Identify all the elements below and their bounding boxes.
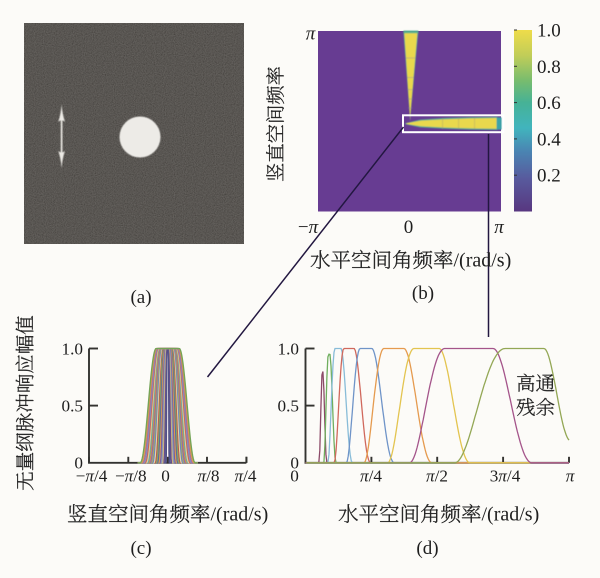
svg-text:π/4: π/4 (360, 467, 382, 486)
svg-text:π/2: π/2 (426, 467, 448, 486)
svg-text:π/4: π/4 (235, 467, 257, 486)
svg-text:0.2: 0.2 (537, 166, 561, 187)
svg-text:−π/8: −π/8 (115, 467, 147, 486)
svg-text:(a): (a) (130, 287, 151, 308)
svg-text:/(rad/s): /(rad/s) (454, 250, 512, 272)
svg-text:3π/4: 3π/4 (490, 467, 521, 486)
svg-text:−π/4: −π/4 (76, 467, 108, 486)
svg-text:π/8: π/8 (198, 467, 220, 486)
svg-text:0.8: 0.8 (537, 57, 561, 78)
svg-text:1.0: 1.0 (62, 340, 83, 359)
svg-text:0: 0 (74, 454, 83, 473)
svg-text:1.0: 1.0 (537, 21, 561, 42)
svg-text:/(rad/s): /(rad/s) (482, 504, 540, 526)
svg-text:π: π (494, 217, 504, 238)
svg-text:−π: −π (298, 217, 319, 238)
svg-text:0.6: 0.6 (537, 93, 561, 114)
svg-text:0: 0 (404, 217, 414, 238)
svg-text:π: π (566, 467, 575, 486)
svg-text:0.4: 0.4 (537, 129, 561, 150)
svg-text:(d): (d) (416, 538, 438, 559)
svg-text:(c): (c) (130, 538, 151, 559)
svg-text:0: 0 (290, 467, 299, 486)
svg-text:1.0: 1.0 (278, 340, 299, 359)
svg-text:(b): (b) (412, 283, 434, 304)
svg-text:0.5: 0.5 (62, 396, 83, 415)
svg-text:0: 0 (290, 454, 299, 473)
svg-text:0.5: 0.5 (278, 396, 299, 415)
svg-text:π: π (306, 24, 316, 45)
svg-text:/(rad/s): /(rad/s) (211, 504, 269, 526)
svg-text:0: 0 (161, 467, 170, 486)
